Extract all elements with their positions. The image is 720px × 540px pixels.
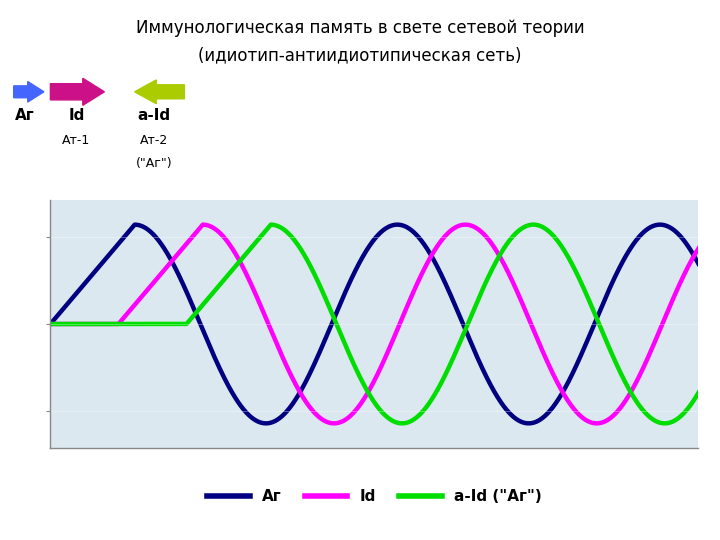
FancyArrow shape <box>50 78 104 105</box>
Text: Ат-2: Ат-2 <box>140 133 168 147</box>
Text: Иммунологическая память в свете сетевой теории: Иммунологическая память в свете сетевой … <box>135 19 585 37</box>
Text: Аг: Аг <box>14 108 35 123</box>
Text: (идиотип-антиидиотипическая сеть): (идиотип-антиидиотипическая сеть) <box>198 46 522 64</box>
Text: Id: Id <box>68 108 84 123</box>
Text: a-Id: a-Id <box>138 108 171 123</box>
FancyArrow shape <box>14 82 44 102</box>
Text: Ат-1: Ат-1 <box>62 133 91 147</box>
Text: ("Аг"): ("Аг") <box>136 157 172 171</box>
FancyArrow shape <box>135 80 184 104</box>
Legend: Аг, Id, a-Id ("Аг"): Аг, Id, a-Id ("Аг") <box>201 483 548 510</box>
